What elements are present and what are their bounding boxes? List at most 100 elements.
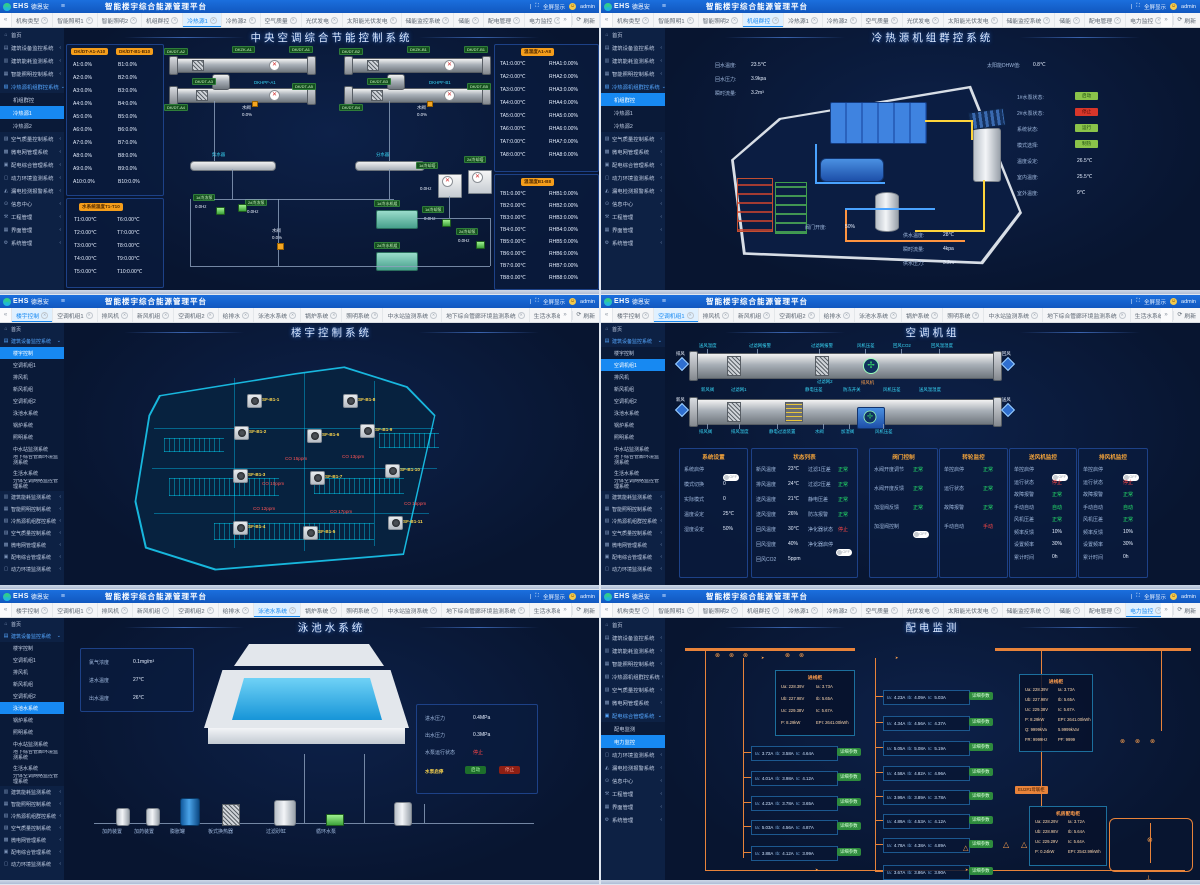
tab-close-icon[interactable]: ✕: [517, 606, 525, 614]
sidebar-item[interactable]: ▤ 建筑设备监控系统 ⌄: [0, 335, 64, 347]
toggle-switch[interactable]: OFF: [913, 531, 929, 538]
sidebar-item[interactable]: 冷热源1: [601, 106, 665, 119]
sidebar-item[interactable]: ▨ 空气质量控制系统 ‹: [601, 527, 665, 539]
tab-close-icon[interactable]: ✕: [371, 606, 379, 614]
sidebar-item[interactable]: 冷热源2: [0, 119, 64, 132]
sidebar-item[interactable]: ▤ 建筑设备监控系统 ‹: [0, 41, 64, 54]
sidebar-item[interactable]: ⌂ 首页: [601, 618, 665, 631]
sidebar-item[interactable]: ⌂ 首页: [0, 323, 64, 335]
tab[interactable]: 机组群控 ✕: [142, 13, 184, 27]
sidebar-item[interactable]: 新风机组: [0, 383, 64, 395]
sidebar-item[interactable]: ▤ 建筑设备监控系统 ⌄: [0, 630, 64, 642]
fullscreen-button[interactable]: 全屏显示: [543, 594, 566, 601]
sidebar-item[interactable]: ▢ 动力环境监测系统 ‹: [601, 563, 665, 575]
tab[interactable]: 冷热源1 ✕: [784, 603, 823, 617]
sidebar-item[interactable]: 泳池水系统: [0, 702, 64, 714]
sidebar-item[interactable]: ▩ 微电网管理系统 ‹: [601, 539, 665, 551]
tab-close-icon[interactable]: ✕: [289, 606, 297, 614]
fullscreen-icon[interactable]: ⛶: [1136, 3, 1140, 9]
sidebar-item[interactable]: ▥ 建筑能耗监测系统 ‹: [0, 786, 64, 798]
tab-close-icon[interactable]: ✕: [330, 606, 338, 614]
sidebar-item[interactable]: ▩ 微电网管理系统 ‹: [0, 539, 64, 551]
tab-close-icon[interactable]: ✕: [1155, 16, 1161, 24]
exhaust-fan-icon[interactable]: [233, 521, 248, 535]
tab-close-icon[interactable]: ✕: [1072, 606, 1080, 614]
tab[interactable]: 空调机组1 ✕: [53, 308, 98, 322]
sidebar-item[interactable]: ▦ 智能照明控制系统 ‹: [601, 503, 665, 515]
sidebar-item[interactable]: ▩ 微电网管理系统 ‹: [0, 834, 64, 846]
tab-close-icon[interactable]: ✕: [121, 311, 129, 319]
exhaust-fan-icon[interactable]: [388, 516, 403, 530]
sidebar-item[interactable]: ▦ 界面管理 ‹: [0, 223, 64, 236]
tab[interactable]: 照明系统 ✕: [943, 308, 985, 322]
tab[interactable]: 冷热源1 ✕: [784, 13, 823, 27]
tab[interactable]: 排风机 ✕: [699, 308, 735, 322]
hamburger-icon[interactable]: ≡: [661, 3, 667, 10]
hamburger-icon[interactable]: ≡: [60, 593, 66, 600]
sidebar-item[interactable]: ▩ 微电网管理系统 ‹: [601, 696, 665, 709]
tab[interactable]: 给排水 ✕: [820, 308, 856, 322]
sidebar-item[interactable]: 楼宇控制: [0, 347, 64, 359]
tab[interactable]: 冷热源2 ✕: [823, 13, 862, 27]
fullscreen-icon[interactable]: ⛶: [1136, 593, 1140, 599]
sidebar-item[interactable]: 空调机组1: [0, 359, 64, 371]
detail-params-button[interactable]: 详细参数: [837, 822, 861, 830]
exhaust-fan-icon[interactable]: [233, 469, 248, 483]
sidebar-item[interactable]: ▣ 配电综合管理系统 ‹: [0, 551, 64, 563]
sidebar-item[interactable]: ▤ 建筑设备监控系统 ‹: [601, 631, 665, 644]
hamburger-icon[interactable]: ≡: [661, 298, 667, 305]
sidebar-item[interactable]: 机组群控: [601, 93, 665, 106]
sidebar-item[interactable]: ▥ 建筑能耗监测系统 ‹: [601, 491, 665, 503]
sidebar-item[interactable]: ▢ 动力环境监测系统 ‹: [0, 171, 64, 184]
tab[interactable]: 生活水系统✕: [530, 308, 560, 322]
tab-close-icon[interactable]: ✕: [162, 311, 170, 319]
tab-scroll-left[interactable]: «: [0, 13, 12, 27]
sidebar-item[interactable]: 空调机组2: [0, 395, 64, 407]
tab-close-icon[interactable]: ✕: [242, 311, 250, 319]
fullscreen-icon[interactable]: ⛶: [535, 298, 539, 304]
tab-close-icon[interactable]: ✕: [731, 16, 739, 24]
tab-close-icon[interactable]: ✕: [972, 311, 980, 319]
tab[interactable]: 生活水系统✕: [1131, 308, 1161, 322]
tab[interactable]: 给排水 ✕: [219, 603, 255, 617]
sidebar-item[interactable]: ▩ 微电网管理系统 ‹: [601, 145, 665, 158]
tab[interactable]: 储能监控系统 ✕: [1003, 603, 1056, 617]
sidebar-item[interactable]: ▥ 建筑能耗监测系统 ‹: [601, 54, 665, 67]
tab[interactable]: 空气质量 ✕: [261, 13, 302, 27]
refresh-button[interactable]: ⟳ 刷新: [1172, 15, 1200, 25]
refresh-button[interactable]: ⟳ 刷新: [571, 15, 599, 25]
detail-params-button[interactable]: 详细参数: [837, 748, 861, 756]
sidebar-item[interactable]: 生活水系统: [0, 467, 64, 479]
tab-close-icon[interactable]: ✕: [41, 311, 49, 319]
detail-params-button[interactable]: 详细参数: [969, 743, 993, 751]
tab-close-icon[interactable]: ✕: [471, 16, 479, 24]
tab[interactable]: 新风机组 ✕: [133, 308, 175, 322]
start-button[interactable]: 启动: [465, 766, 487, 774]
sidebar-item[interactable]: 泳池水系统: [0, 407, 64, 419]
tab-close-icon[interactable]: ✕: [931, 606, 939, 614]
sidebar-item[interactable]: 中水站监测系统: [0, 738, 64, 750]
sidebar-item[interactable]: ▦ 智能照明控制系统 ‹: [601, 67, 665, 80]
sidebar-item[interactable]: ⊙ 信息中心 ‹: [601, 197, 665, 210]
tab[interactable]: 楼宇控制 ✕: [613, 308, 655, 322]
sidebar-item[interactable]: 生活水系统: [601, 467, 665, 479]
tab[interactable]: 光伏发电 ✕: [302, 13, 343, 27]
sidebar-item[interactable]: ⌂ 首页: [601, 323, 665, 335]
sidebar-item[interactable]: 锅炉系统: [0, 714, 64, 726]
tab[interactable]: 排风机 ✕: [98, 603, 134, 617]
fullscreen-button[interactable]: 全屏显示: [1144, 4, 1167, 11]
sidebar-item[interactable]: 地下综合管廊环境监测系统: [0, 455, 64, 467]
tab-close-icon[interactable]: ✕: [162, 606, 170, 614]
sidebar-item[interactable]: 空调机组2: [601, 395, 665, 407]
tab-close-icon[interactable]: ✕: [890, 311, 898, 319]
tab[interactable]: 空调机组2 ✕: [775, 308, 820, 322]
tab[interactable]: 智能照明1 ✕: [654, 13, 699, 27]
tab-close-icon[interactable]: ✕: [41, 16, 49, 24]
sidebar-item[interactable]: ⊙ 信息中心 ‹: [601, 774, 665, 787]
tab-close-icon[interactable]: ✕: [772, 606, 780, 614]
tab-close-icon[interactable]: ✕: [1114, 606, 1122, 614]
sidebar-item[interactable]: ▢ 动力环境监测系统 ‹: [601, 171, 665, 184]
tab-close-icon[interactable]: ✕: [1072, 16, 1080, 24]
exhaust-fan-icon[interactable]: [343, 394, 358, 408]
sidebar-item[interactable]: 分体空调网络监控管理系统: [0, 774, 64, 786]
